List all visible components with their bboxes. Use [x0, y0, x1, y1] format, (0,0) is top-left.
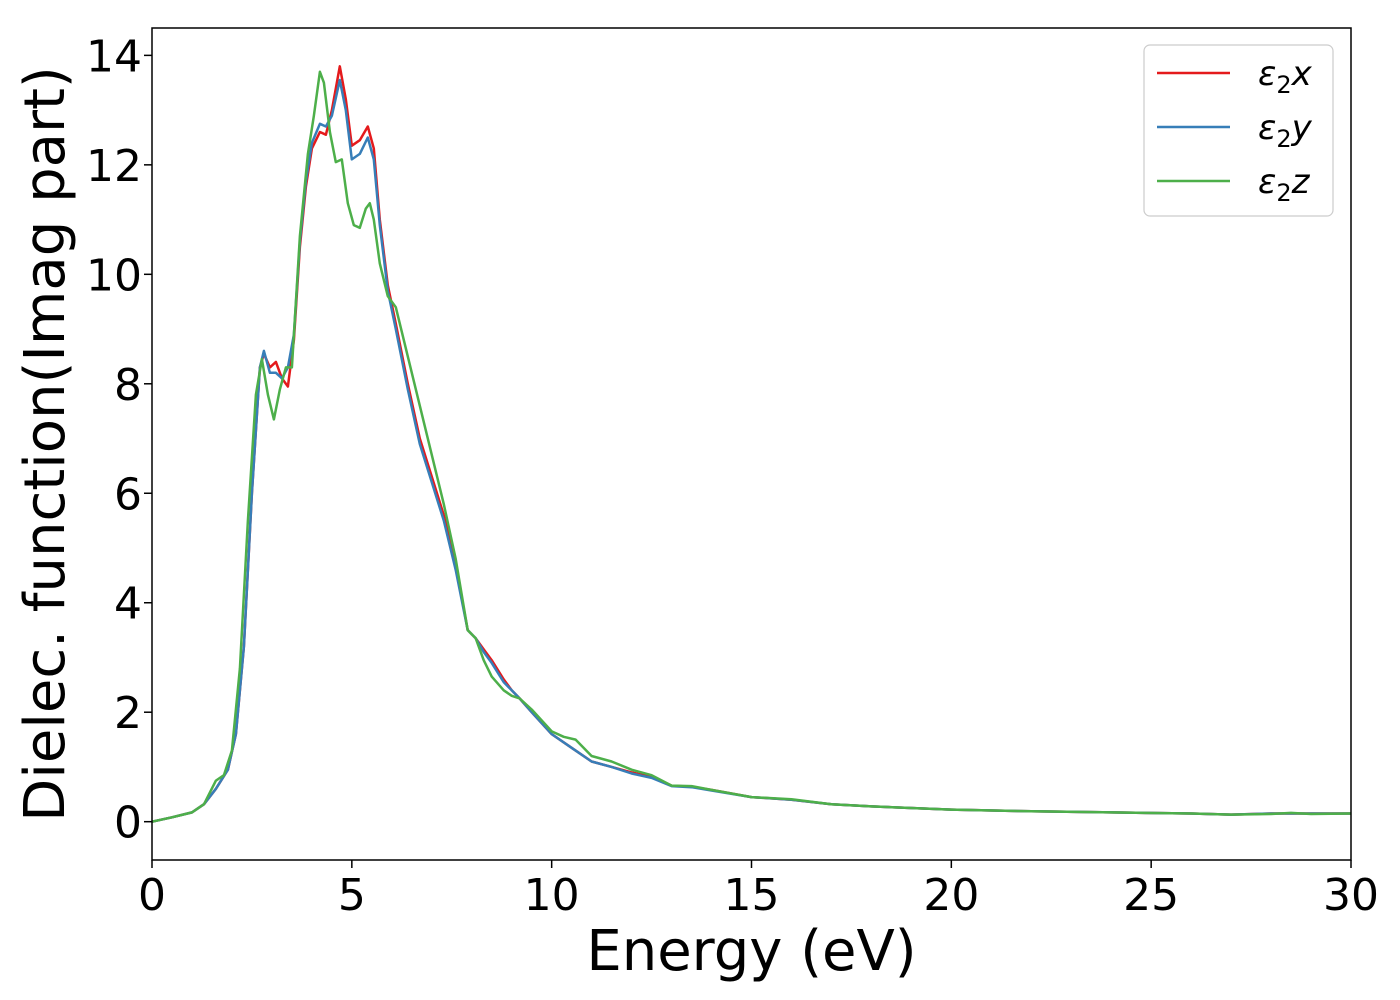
y-tick-label: 12	[86, 141, 142, 192]
y-tick-label: 2	[114, 688, 142, 739]
y-tick-label: 0	[114, 798, 142, 849]
legend-box	[1143, 44, 1334, 217]
y-tick-label: 10	[86, 250, 142, 301]
ticks-layer: 0 5 10 15 20 25 30 0 2 4 6 8 10 12 14	[86, 31, 1379, 921]
y-tick-label: 6	[114, 469, 142, 520]
x-tick-label: 25	[1123, 870, 1179, 921]
legend-label-y: ε2y	[1258, 108, 1313, 153]
x-tick-label: 5	[338, 870, 366, 921]
plot-frame	[151, 27, 1352, 861]
x-axis-title: Energy (eV)	[586, 919, 916, 984]
x-tick-label: 20	[923, 870, 979, 921]
x-tick-label: 15	[724, 870, 780, 921]
x-tick-label: 10	[524, 870, 580, 921]
y-tick-label: 4	[114, 579, 142, 630]
series-layer	[151, 65, 1352, 823]
y-tick-label: 8	[114, 360, 142, 411]
x-tick-label: 0	[138, 870, 166, 921]
legend-label-z: ε2z	[1258, 162, 1311, 207]
legend-label-x: ε2x	[1258, 54, 1313, 99]
legend: ε2x ε2y ε2z	[1143, 44, 1334, 217]
y-axis-title: Dielec. function(Imag part)	[13, 66, 78, 822]
x-tick-label: 30	[1323, 870, 1379, 921]
y-tick-label: 14	[86, 31, 142, 82]
series-line-z	[151, 70, 1352, 823]
